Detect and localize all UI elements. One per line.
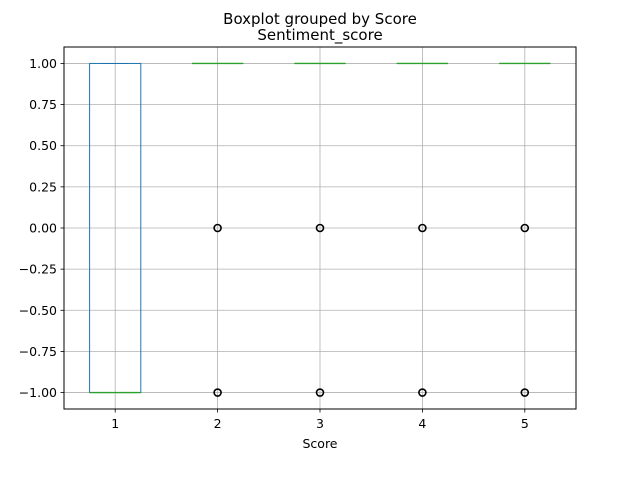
outlier-point xyxy=(520,223,530,233)
y-tick-label: −0.75 xyxy=(19,344,57,359)
y-tick-label: −1.00 xyxy=(19,385,57,400)
y-tick-label: −0.25 xyxy=(19,262,57,277)
y-tick-label: 1.00 xyxy=(29,56,57,71)
y-tick-label: −0.50 xyxy=(19,303,57,318)
x-tick-label: 1 xyxy=(111,416,119,431)
outlier-point xyxy=(520,388,530,397)
y-tick-label: 0.50 xyxy=(29,138,57,153)
y-tick-label: 0.00 xyxy=(29,221,57,236)
x-tick-label: 3 xyxy=(316,416,324,431)
grid-lines xyxy=(64,47,576,409)
outlier-point xyxy=(315,223,325,233)
chart-title: Sentiment_score xyxy=(257,26,382,45)
y-tick-label: 0.25 xyxy=(29,179,57,194)
outlier-point xyxy=(418,223,427,233)
outlier-point xyxy=(213,223,222,233)
outlier-point xyxy=(315,388,325,397)
tick-layer: 1.00 0.75 0.50 0.25 0.00 −0.25 −0.50 −0.75 −1.00… xyxy=(19,56,529,431)
outlier-point xyxy=(213,388,222,397)
outlier-point xyxy=(418,388,427,397)
x-axis-label: Score xyxy=(302,436,337,451)
x-tick-label: 2 xyxy=(214,416,222,431)
y-tick-label: 0.75 xyxy=(29,97,57,112)
chart-suptitle: Boxplot grouped by Score xyxy=(223,10,417,28)
x-tick-label: 4 xyxy=(418,416,426,431)
box-layer xyxy=(89,62,551,397)
x-tick-label: 5 xyxy=(521,416,529,431)
